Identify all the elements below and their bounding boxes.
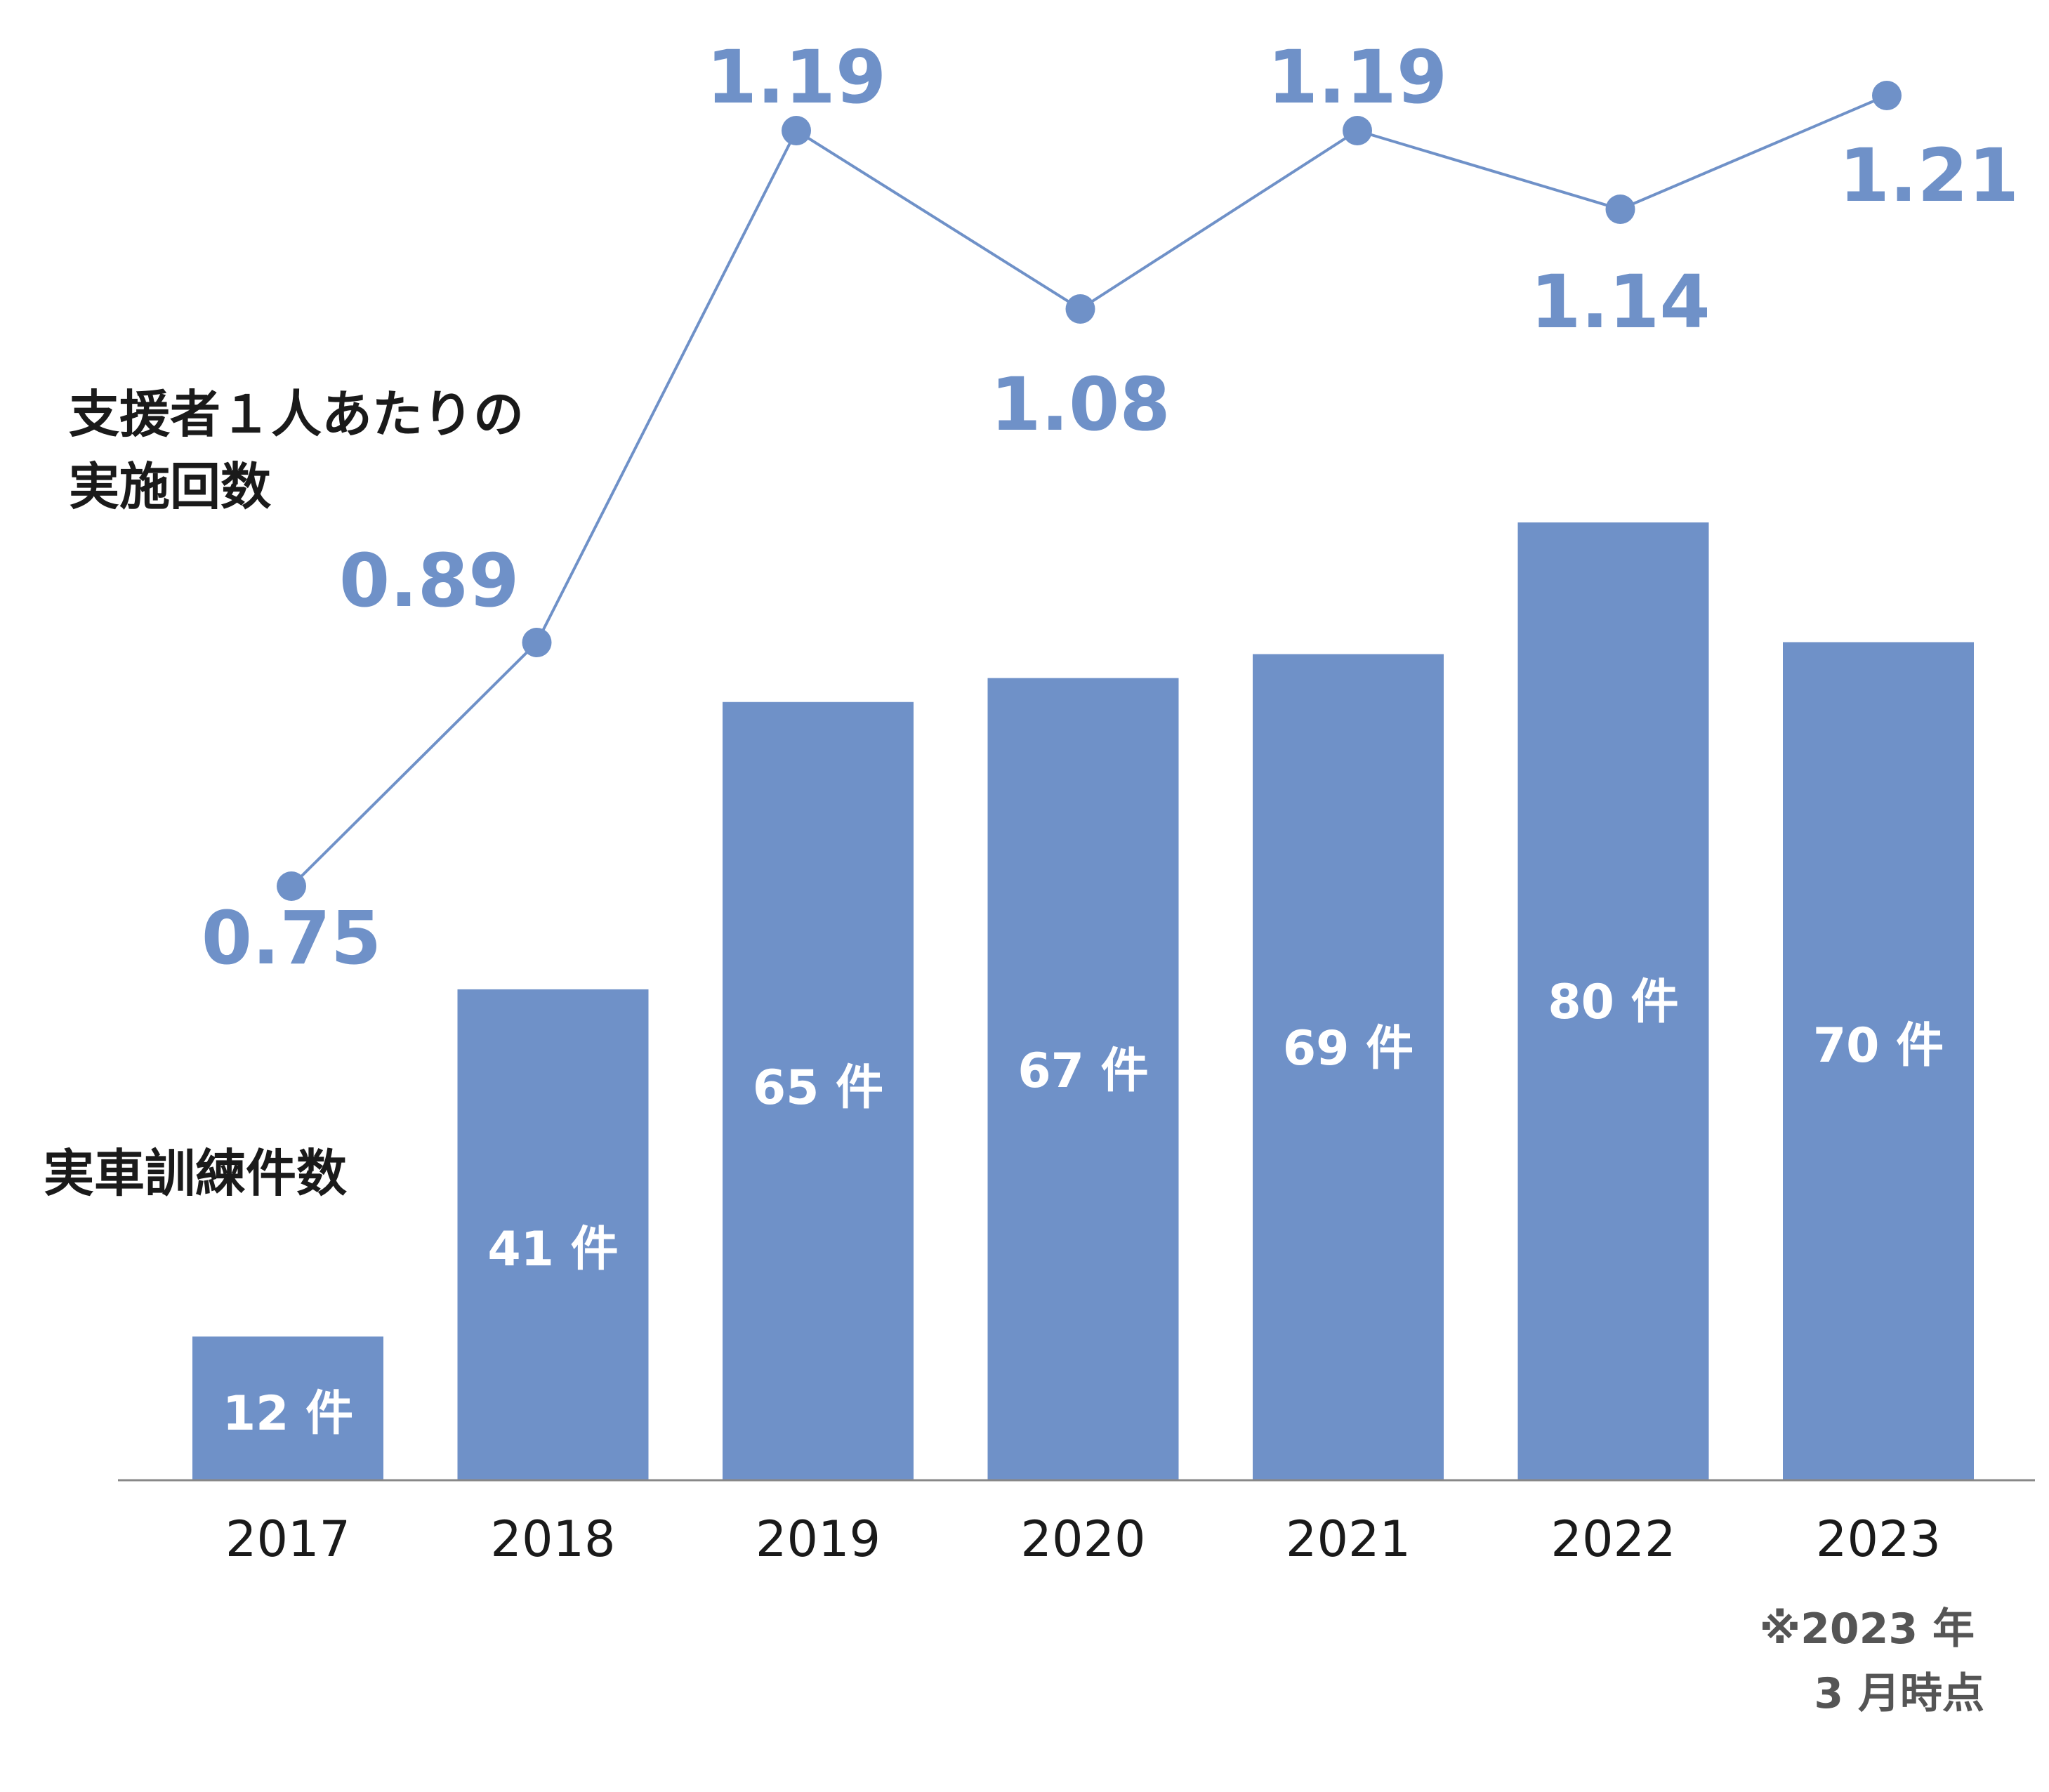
line-label-2022: 1.14: [1530, 259, 1711, 345]
line-point-2022: [1605, 195, 1635, 224]
line-label-2018: 0.89: [339, 538, 520, 624]
bar-2020: [987, 678, 1179, 1480]
line-label-2020: 1.08: [990, 362, 1171, 447]
x-tick-2021: 2021: [1286, 1510, 1411, 1568]
bar-label-2020: 67 件: [1017, 1043, 1148, 1099]
note-line2: 3 月時点: [1814, 1669, 1984, 1718]
line-labels-group: 0.75 0.89 1.19 1.08 1.19 1.14 1.21: [202, 34, 2020, 981]
line-point-2020: [1065, 294, 1095, 324]
line-point-2023: [1872, 81, 1902, 110]
x-tick-labels: 2017 2018 2019 2020 2021 2022 2023: [225, 1510, 1941, 1568]
line-point-2021: [1343, 116, 1372, 145]
bar-label-2017: 12 件: [223, 1386, 353, 1442]
x-tick-2017: 2017: [225, 1510, 350, 1568]
x-tick-2023: 2023: [1816, 1510, 1941, 1568]
line-point-2019: [782, 116, 811, 145]
bar-series-label: 実車訓練件数: [44, 1144, 347, 1203]
bars-group: [192, 522, 1974, 1480]
bar-label-2022: 80 件: [1548, 975, 1678, 1030]
x-tick-2020: 2020: [1020, 1510, 1145, 1568]
bar-2019: [723, 701, 914, 1480]
line-point-2017: [277, 871, 306, 901]
line-series-label-line2: 実施回数: [69, 457, 271, 516]
line-label-2023: 1.21: [1839, 133, 2020, 218]
line-point-2018: [522, 628, 552, 657]
x-tick-2022: 2022: [1550, 1510, 1675, 1568]
bar-2017: [192, 1336, 383, 1480]
bar-2022: [1517, 522, 1709, 1480]
x-tick-2018: 2018: [490, 1510, 615, 1568]
line-label-2019: 1.19: [706, 34, 887, 120]
bar-labels-group: 12 件 41 件 65 件 67 件 69 件 80 件 70 件: [223, 975, 1944, 1442]
x-tick-2019: 2019: [756, 1510, 881, 1568]
bar-label-2019: 65 件: [753, 1060, 883, 1116]
line-series-label-line1: 支援者１人あたりの: [69, 385, 524, 444]
line-label-2021: 1.19: [1267, 34, 1448, 120]
bar-2018: [457, 989, 649, 1480]
bar-2021: [1253, 654, 1444, 1480]
line-label-2017: 0.75: [202, 895, 382, 981]
bar-label-2018: 41 件: [487, 1222, 618, 1277]
bar-label-2021: 69 件: [1283, 1021, 1414, 1076]
note-line1: ※2023 年: [1760, 1605, 1975, 1654]
bar-2023: [1783, 642, 1974, 1480]
line-points-group: [277, 81, 1902, 901]
bar-label-2023: 70 件: [1813, 1018, 1944, 1074]
